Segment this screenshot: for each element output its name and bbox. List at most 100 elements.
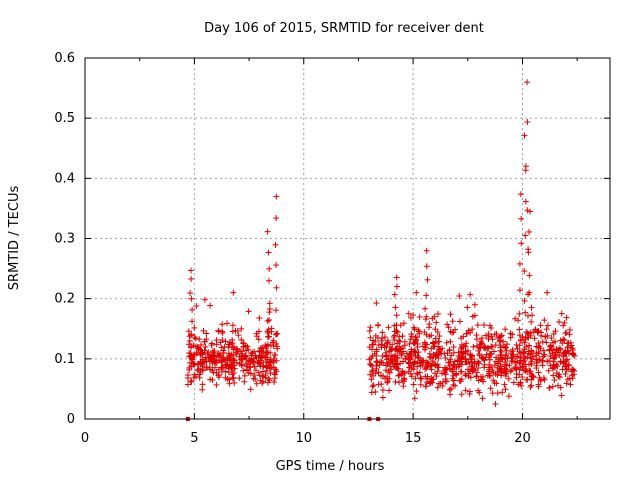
data-point bbox=[514, 345, 521, 352]
data-point bbox=[500, 338, 507, 345]
data-point bbox=[453, 364, 460, 371]
data-point bbox=[540, 347, 547, 354]
data-point bbox=[550, 361, 557, 368]
data-point bbox=[422, 344, 429, 351]
data-point bbox=[489, 390, 496, 397]
data-point bbox=[209, 353, 216, 360]
data-point bbox=[464, 347, 471, 354]
data-point bbox=[535, 340, 542, 347]
data-point bbox=[478, 335, 485, 342]
data-point bbox=[469, 326, 476, 333]
data-point bbox=[412, 334, 419, 341]
data-point bbox=[233, 351, 240, 358]
data-point bbox=[435, 351, 442, 358]
data-point bbox=[385, 324, 392, 331]
data-point bbox=[410, 324, 417, 331]
peak-point bbox=[517, 191, 524, 198]
data-point bbox=[240, 367, 247, 374]
data-point bbox=[231, 379, 238, 386]
data-point bbox=[562, 370, 569, 377]
data-point bbox=[368, 389, 375, 396]
data-point bbox=[230, 344, 237, 351]
data-point bbox=[379, 341, 386, 348]
data-point bbox=[458, 376, 465, 383]
data-point bbox=[503, 347, 510, 354]
data-point bbox=[184, 381, 191, 388]
data-point bbox=[535, 369, 542, 376]
data-point bbox=[224, 357, 231, 364]
data-point bbox=[507, 368, 514, 375]
data-point bbox=[219, 321, 226, 328]
data-point bbox=[520, 349, 527, 356]
data-point bbox=[550, 346, 557, 353]
data-point bbox=[449, 318, 456, 325]
data-point bbox=[544, 322, 551, 329]
data-point bbox=[413, 388, 420, 395]
data-point bbox=[546, 357, 553, 364]
data-point bbox=[517, 379, 524, 386]
data-point bbox=[487, 385, 494, 392]
data-point bbox=[417, 375, 424, 382]
data-point bbox=[498, 332, 505, 339]
data-point bbox=[197, 358, 204, 365]
data-point bbox=[366, 327, 373, 334]
peak-point bbox=[518, 215, 525, 222]
data-point bbox=[188, 363, 195, 370]
peak-point bbox=[273, 262, 280, 269]
y-tick-label: 0.2 bbox=[54, 292, 75, 307]
data-point bbox=[194, 361, 201, 368]
data-point bbox=[543, 339, 550, 346]
data-point bbox=[559, 366, 566, 373]
data-point bbox=[537, 377, 544, 384]
data-point bbox=[477, 341, 484, 348]
data-point bbox=[564, 356, 571, 363]
peak-point bbox=[522, 163, 529, 170]
data-point bbox=[436, 333, 443, 340]
data-point bbox=[271, 352, 278, 359]
y-tick-label: 0.5 bbox=[54, 111, 75, 126]
data-point bbox=[381, 334, 388, 341]
data-point bbox=[535, 350, 542, 357]
y-tick-label: 0.6 bbox=[54, 51, 75, 66]
data-point bbox=[442, 378, 449, 385]
data-point bbox=[539, 362, 546, 369]
peak-point bbox=[522, 232, 529, 239]
data-point bbox=[273, 368, 280, 375]
peak-point bbox=[524, 118, 531, 125]
peak-point bbox=[393, 322, 400, 329]
data-point bbox=[473, 336, 480, 343]
data-point bbox=[389, 357, 396, 364]
data-point bbox=[443, 339, 450, 346]
data-point bbox=[562, 330, 569, 337]
peak-point bbox=[273, 284, 280, 291]
data-point bbox=[447, 338, 454, 345]
data-point bbox=[213, 341, 220, 348]
data-point bbox=[396, 372, 403, 379]
data-point bbox=[407, 370, 414, 377]
data-point bbox=[210, 369, 217, 376]
data-point bbox=[372, 370, 379, 377]
data-point bbox=[561, 336, 568, 343]
data-point bbox=[507, 350, 514, 357]
data-point bbox=[199, 366, 206, 373]
data-point bbox=[547, 352, 554, 359]
peak-point bbox=[272, 331, 279, 338]
data-point bbox=[384, 379, 391, 386]
data-point bbox=[251, 372, 258, 379]
data-point bbox=[479, 355, 486, 362]
data-point bbox=[481, 321, 488, 328]
data-point bbox=[515, 317, 522, 324]
data-point bbox=[444, 321, 451, 328]
data-point bbox=[383, 353, 390, 360]
data-point bbox=[535, 383, 542, 390]
data-point bbox=[203, 330, 210, 337]
data-point bbox=[239, 356, 246, 363]
data-point bbox=[405, 355, 412, 362]
data-point bbox=[197, 341, 204, 348]
data-point bbox=[469, 313, 476, 320]
data-point bbox=[408, 364, 415, 371]
data-point bbox=[272, 371, 279, 378]
data-point bbox=[493, 380, 500, 387]
data-point bbox=[496, 337, 503, 344]
peak-point bbox=[265, 249, 272, 256]
